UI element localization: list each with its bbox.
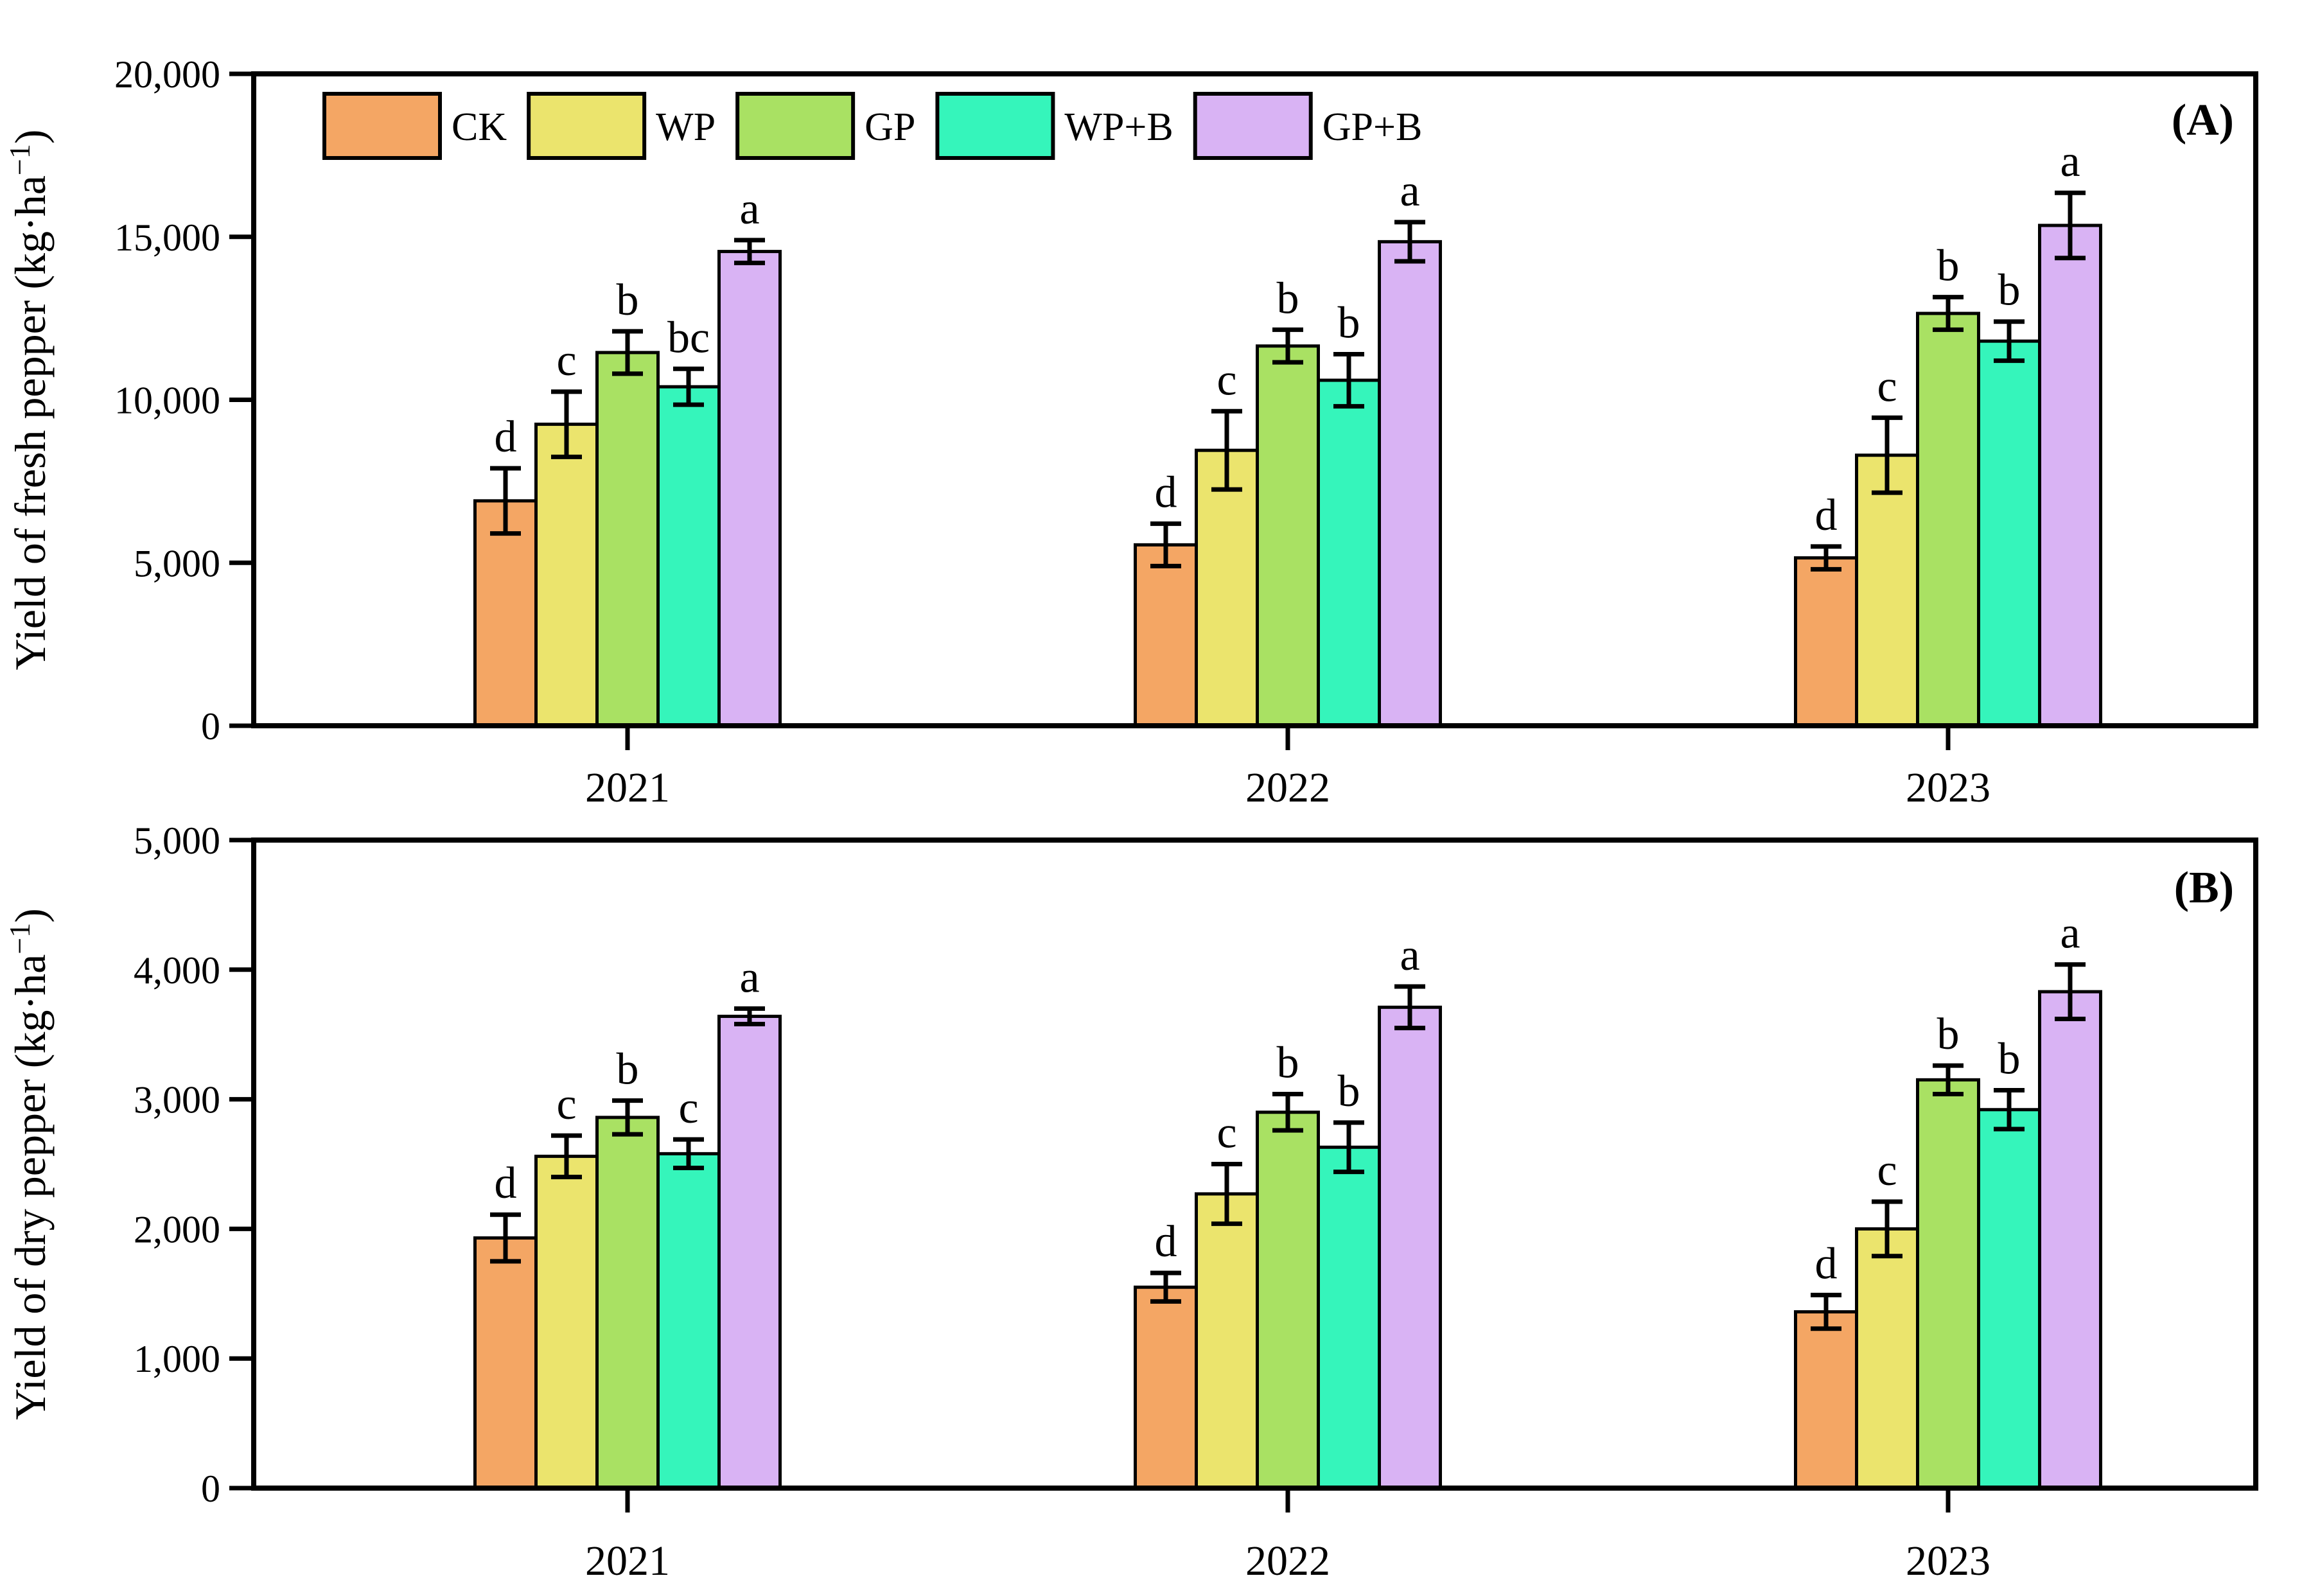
panel-B: 01,0002,0003,0004,0005,000dcbca2021dcbba… <box>3 820 2258 1584</box>
sig-letter: a <box>739 952 759 1002</box>
y-tick-label: 5,000 <box>134 542 220 584</box>
y-tick-label: 15,000 <box>114 216 220 259</box>
panel-tag: (A) <box>2172 96 2234 145</box>
legend-label-GP: GP <box>865 105 915 149</box>
bar-WP+B-2022 <box>1317 1145 1381 1490</box>
x-tick-label-year: 2021 <box>585 1538 670 1584</box>
sig-letter: c <box>1877 1146 1897 1195</box>
x-tick-label-year: 2021 <box>585 764 670 811</box>
bar-GP+B-2021 <box>717 250 782 728</box>
sig-letter: b <box>1998 1034 2021 1083</box>
sig-letter: c <box>678 1083 698 1133</box>
sig-letter: d <box>495 1159 517 1208</box>
y-tick-label: 3,000 <box>134 1079 220 1121</box>
bar-GP-2023 <box>1916 1078 1980 1490</box>
bar-WP+B-2021 <box>656 385 721 728</box>
sig-letter: b <box>1937 1010 1960 1059</box>
bar-CK-2023 <box>1794 1310 1858 1490</box>
bar-WP+B-2022 <box>1317 378 1381 728</box>
x-tick-label-year: 2022 <box>1245 764 1330 811</box>
y-tick-label: 1,000 <box>134 1338 220 1380</box>
legend-swatch-WP+B <box>935 92 1055 160</box>
legend: CK WP GP WP+B GP+B <box>322 92 1423 160</box>
panel-tag: (B) <box>2174 863 2234 913</box>
bar-CK-2023 <box>1794 556 1858 728</box>
bar-GP+B-2022 <box>1378 240 1442 728</box>
legend-label-CK: CK <box>452 105 507 149</box>
y-tick-label: 10,000 <box>114 380 220 422</box>
bar-GP+B-2021 <box>717 1014 782 1490</box>
sig-letter: c <box>556 336 576 385</box>
legend-swatch-GP+B <box>1193 92 1313 160</box>
sig-letter: a <box>1400 931 1419 980</box>
bar-GP+B-2023 <box>2038 224 2102 728</box>
legend-label-GP+B: GP+B <box>1322 105 1423 149</box>
x-tick-label-year: 2022 <box>1245 1538 1330 1584</box>
sig-letter: b <box>617 1045 639 1094</box>
y-tick-label: 5,000 <box>134 820 220 862</box>
sig-letter: b <box>1937 241 1960 291</box>
bar-CK-2022 <box>1134 543 1198 728</box>
legend-label-WP+B: WP+B <box>1064 105 1173 149</box>
y-tick-label: 4,000 <box>134 949 220 992</box>
bar-WP+B-2023 <box>1977 1108 2041 1490</box>
y-axis-title: Yield of dry pepper (kg·ha−1) <box>3 908 55 1420</box>
bar-WP-2023 <box>1855 453 1919 728</box>
bar-GP-2022 <box>1256 344 1320 728</box>
legend-swatch-GP <box>735 92 856 160</box>
sig-letter: d <box>1155 468 1177 517</box>
sig-letter: d <box>495 412 517 462</box>
sig-letter: c <box>1217 1109 1236 1158</box>
bar-GP-2021 <box>595 1116 660 1490</box>
sig-letter: c <box>556 1080 576 1129</box>
bar-CK-2021 <box>473 1236 538 1490</box>
y-axis-title: Yield of fresh pepper (kg·ha−1) <box>3 130 55 671</box>
panel-frame <box>251 837 2258 1491</box>
bar-GP-2021 <box>595 351 660 728</box>
sig-letter: b <box>617 276 639 325</box>
sig-letter: c <box>1877 362 1897 411</box>
bar-WP-2021 <box>534 1154 599 1490</box>
sig-letter: d <box>1815 491 1838 540</box>
bar-GP-2022 <box>1256 1110 1320 1490</box>
sig-letter: a <box>2060 137 2080 186</box>
x-tick-label-year: 2023 <box>1906 764 1990 811</box>
bar-GP-2023 <box>1916 311 1980 728</box>
sig-letter: a <box>1400 166 1419 216</box>
bar-WP+B-2021 <box>656 1152 721 1490</box>
sig-letter: d <box>1815 1239 1838 1288</box>
y-tick-label: 0 <box>201 1468 220 1510</box>
bar-WP-2021 <box>534 423 599 728</box>
legend-swatch-CK <box>322 92 442 160</box>
sig-letter: b <box>1277 1039 1299 1088</box>
sig-letter: b <box>1338 1067 1360 1116</box>
bar-WP-2022 <box>1195 1192 1259 1490</box>
bar-WP+B-2023 <box>1977 339 2041 728</box>
bar-GP+B-2023 <box>2038 990 2102 1490</box>
x-tick-label-year: 2023 <box>1906 1538 1990 1584</box>
sig-letter: b <box>1277 274 1299 323</box>
bar-GP+B-2022 <box>1378 1005 1442 1490</box>
sig-letter: a <box>2060 909 2080 958</box>
sig-letter: bc <box>667 313 710 362</box>
y-tick-label: 20,000 <box>114 53 220 96</box>
y-tick-label: 2,000 <box>134 1208 220 1250</box>
bar-CK-2022 <box>1134 1285 1198 1490</box>
bar-WP-2023 <box>1855 1227 1919 1490</box>
sig-letter: d <box>1155 1217 1177 1267</box>
bar-WP-2022 <box>1195 448 1259 728</box>
sig-letter: a <box>739 184 759 234</box>
legend-label-WP: WP <box>656 105 716 149</box>
y-tick-label: 0 <box>201 705 220 748</box>
panel-frame <box>251 71 2258 728</box>
sig-letter: b <box>1338 298 1360 347</box>
legend-swatch-WP <box>527 92 647 160</box>
sig-letter: c <box>1217 355 1236 405</box>
sig-letter: b <box>1998 266 2021 315</box>
